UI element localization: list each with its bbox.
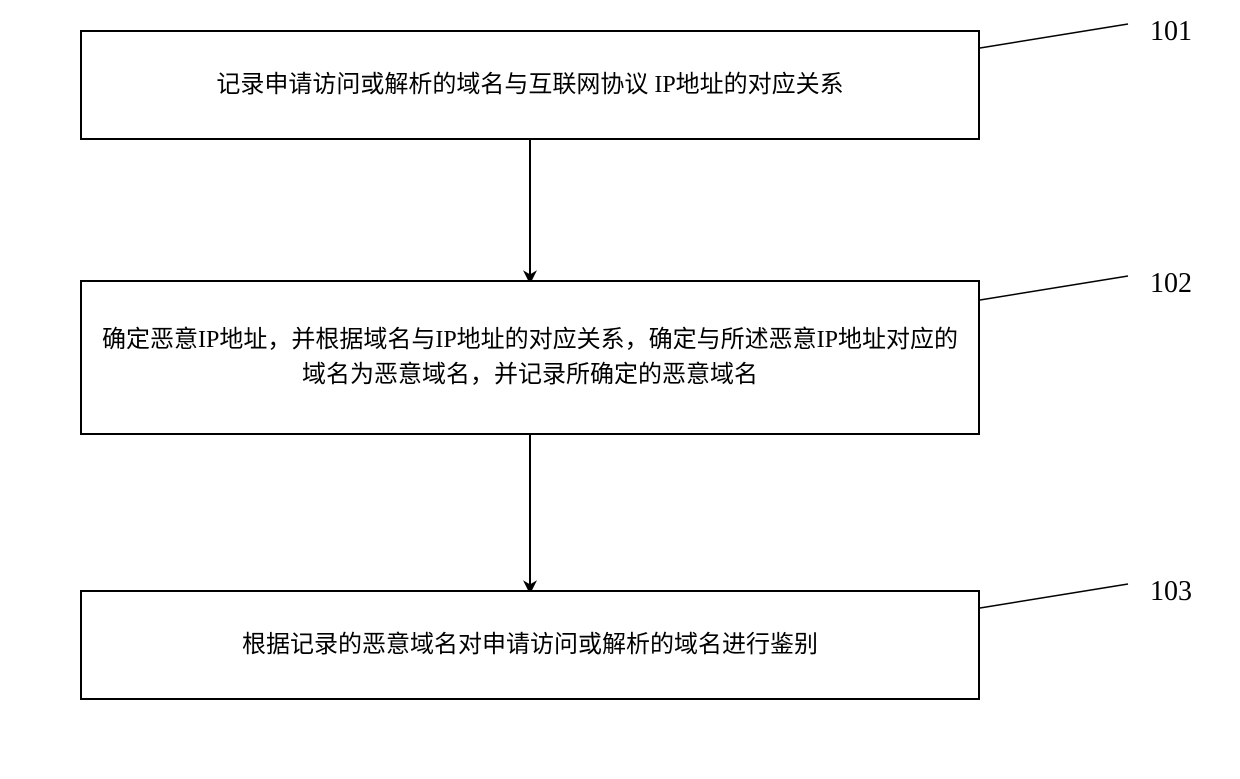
step-node-102: 确定恶意IP地址，并根据域名与IP地址的对应关系，确定与所述恶意IP地址对应的域… bbox=[80, 280, 980, 435]
step-label-102: 102 bbox=[1150, 268, 1192, 300]
leader-lines bbox=[980, 24, 1128, 608]
step-node-text: 记录申请访问或解析的域名与互联网协议 IP地址的对应关系 bbox=[82, 68, 978, 103]
step-node-101: 记录申请访问或解析的域名与互联网协议 IP地址的对应关系 bbox=[80, 30, 980, 140]
step-label-103: 103 bbox=[1150, 576, 1192, 608]
step-node-text: 根据记录的恶意域名对申请访问或解析的域名进行鉴别 bbox=[82, 628, 978, 663]
leader-n101 bbox=[980, 24, 1128, 48]
step-label-101: 101 bbox=[1150, 16, 1192, 48]
leader-n102 bbox=[980, 276, 1128, 300]
step-node-103: 根据记录的恶意域名对申请访问或解析的域名进行鉴别 bbox=[80, 590, 980, 700]
flowchart-canvas: 记录申请访问或解析的域名与互联网协议 IP地址的对应关系 101 确定恶意IP地… bbox=[0, 0, 1240, 779]
step-node-text: 确定恶意IP地址，并根据域名与IP地址的对应关系，确定与所述恶意IP地址对应的域… bbox=[82, 323, 978, 393]
leader-n103 bbox=[980, 584, 1128, 608]
